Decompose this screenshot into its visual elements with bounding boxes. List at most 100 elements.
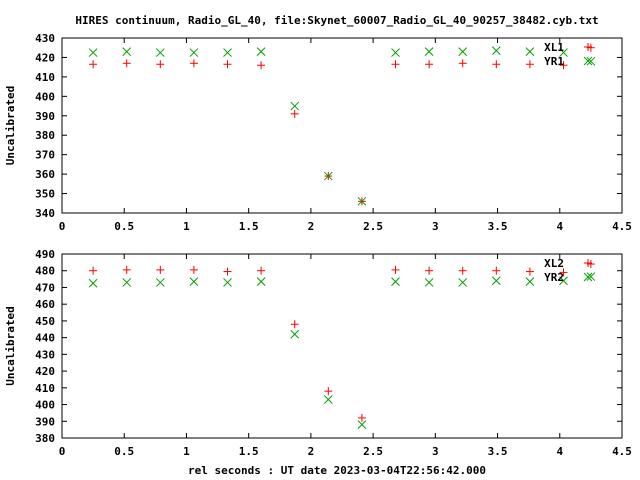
panel-2: 0 0.5 1 1.5 2 2.5 3 3.5 4 4.5 380 390 400 410 420 430 44… — [4, 248, 632, 458]
point-XL2-13 — [525, 267, 534, 276]
point-YR2-7-d2 — [323, 395, 333, 404]
point-YR1-3-d2 — [189, 48, 199, 57]
point-YR1-1 — [122, 47, 132, 56]
y-tick-label-1-8: 420 — [35, 51, 55, 64]
x-tick-label-2-2: 1 — [183, 445, 190, 458]
y-tick-label-2-11: 490 — [35, 248, 55, 261]
legend-marker-YR2-d2 — [583, 272, 593, 282]
x-tick-label-1-1: 0.5 — [114, 220, 134, 233]
y-tick-label-2-9: 470 — [35, 281, 55, 294]
x-tick-label-1-7: 3.5 — [488, 220, 508, 233]
x-tick-label-2-1: 0.5 — [114, 445, 134, 458]
y-tick-label-2-7: 450 — [35, 315, 55, 328]
point-YR2-2-d2 — [155, 278, 165, 287]
plot-frame-1 — [61, 37, 623, 214]
plot-frame-2 — [61, 253, 623, 439]
point-YR1-2-d2 — [155, 48, 165, 57]
x-tick-label-1-2: 1 — [183, 220, 190, 233]
point-YR2-5 — [256, 277, 266, 286]
y-axis-label-2: Uncalibrated — [4, 306, 17, 385]
point-YR1-9 — [391, 48, 400, 57]
y-tick-label-2-8: 460 — [35, 298, 55, 311]
point-YR2-1-d2 — [122, 278, 132, 287]
point-YR2-12-d2 — [491, 276, 501, 286]
legend-label-YR2: YR2 — [544, 271, 564, 284]
x-tick-label-1-4: 2 — [308, 220, 315, 233]
y-tick-label-2-6: 440 — [35, 332, 55, 345]
point-XL2-3 — [189, 265, 198, 274]
y-tick-label-1-5: 390 — [35, 110, 55, 123]
point-YR2-10-d2 — [424, 278, 434, 287]
legend-label-XL2: XL2 — [544, 257, 564, 270]
point-YR2-11 — [458, 278, 468, 287]
point-YR1-5 — [256, 47, 266, 56]
y-tick-label-2-0: 380 — [35, 432, 55, 445]
point-YR1-10-d2 — [424, 47, 434, 56]
point-YR2-2 — [155, 278, 165, 287]
y-tick-label-2-5: 430 — [35, 348, 55, 361]
point-YR2-14 — [559, 276, 568, 286]
y-tick-label-1-1: 350 — [35, 188, 55, 201]
point-YR2-6-d2 — [290, 329, 300, 339]
chart-title: HIRES continuum, Radio_GL_40, file:Skyne… — [75, 14, 598, 27]
point-YR2-14-d2 — [559, 276, 568, 286]
point-XL2-9 — [391, 265, 400, 274]
point-XL2-4 — [223, 267, 232, 276]
point-YR2-8 — [357, 420, 367, 429]
point-XL1-5 — [257, 61, 266, 70]
y-tick-label-2-4: 420 — [35, 365, 55, 378]
point-YR2-0-d2 — [88, 278, 98, 288]
point-YR1-14 — [559, 48, 568, 57]
legend-marker-YR1 — [583, 56, 593, 66]
x-tick-label-2-0: 0 — [59, 445, 66, 458]
point-YR1-9-d2 — [391, 48, 400, 57]
y-tick-label-2-10: 480 — [35, 265, 55, 278]
point-XL1-4 — [223, 60, 232, 69]
point-YR2-15 — [586, 272, 596, 281]
point-XL2-8 — [357, 413, 366, 422]
legend-marker-YR2 — [583, 272, 593, 282]
point-XL2-10 — [425, 266, 434, 275]
point-YR1-1-d2 — [122, 47, 132, 56]
point-XL2-11 — [458, 266, 467, 275]
point-YR1-12-d2 — [491, 46, 501, 55]
point-YR2-6 — [290, 329, 300, 339]
point-YR2-3-d2 — [189, 277, 199, 286]
point-XL1-12 — [492, 60, 501, 69]
point-YR2-5-d2 — [256, 277, 266, 286]
point-YR2-15-d2 — [586, 272, 596, 281]
point-XL1-6 — [290, 109, 299, 118]
x-tick-label-1-9: 4.5 — [612, 220, 632, 233]
point-YR1-6 — [290, 101, 300, 111]
point-YR2-0 — [88, 278, 98, 288]
x-tick-label-2-9: 4.5 — [612, 445, 632, 458]
point-XL1-2 — [156, 60, 165, 69]
point-YR2-7 — [323, 395, 333, 404]
point-YR2-10 — [424, 278, 434, 287]
point-XL2-2 — [156, 265, 165, 274]
point-XL1-13 — [525, 60, 534, 69]
legend-marker-XL2 — [584, 259, 592, 267]
point-YR1-15 — [586, 56, 596, 66]
point-XL2-0 — [89, 266, 98, 275]
legend-label-YR1: YR1 — [544, 55, 564, 68]
point-YR1-13 — [525, 47, 535, 56]
point-YR1-13-d2 — [525, 47, 535, 56]
point-YR2-4-d2 — [223, 278, 232, 287]
point-YR2-1 — [122, 278, 132, 287]
point-XL2-7 — [324, 387, 333, 396]
point-YR1-5-d2 — [256, 47, 266, 56]
y-tick-label-2-2: 400 — [35, 399, 55, 412]
x-tick-label-1-6: 3 — [432, 220, 439, 233]
x-tick-label-2-8: 4 — [556, 445, 563, 458]
y-tick-label-1-2: 360 — [35, 168, 55, 181]
y-tick-label-1-4: 380 — [35, 129, 55, 142]
point-XL1-3 — [189, 59, 198, 68]
point-YR1-11-d2 — [458, 47, 468, 56]
x-tick-label-1-5: 2.5 — [363, 220, 383, 233]
point-YR2-12 — [491, 276, 501, 286]
point-YR2-4 — [223, 278, 232, 287]
x-tick-label-2-4: 2 — [308, 445, 315, 458]
point-XL1-11 — [458, 59, 467, 68]
